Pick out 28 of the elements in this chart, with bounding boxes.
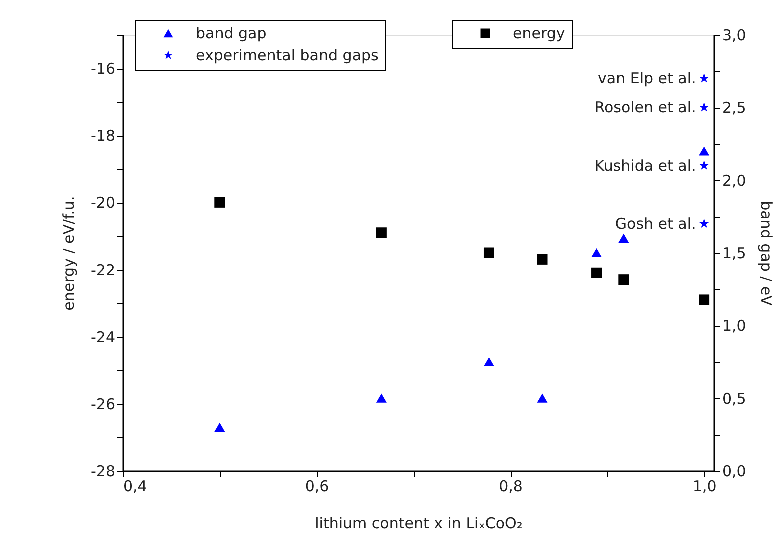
- y-tick-label: -28: [91, 462, 116, 480]
- y2-tick-label: 3,0: [722, 26, 746, 44]
- x-tick-label: 0,6: [305, 478, 330, 496]
- legend-label: energy: [513, 24, 566, 42]
- x-axis-title: lithium content x in LiₓCoO₂: [315, 514, 523, 532]
- y2-tick-label: 0,5: [722, 390, 746, 408]
- y2-tick-label: 1,5: [722, 244, 746, 262]
- y2-axis-title: band gap / eV: [757, 201, 776, 307]
- annotation: Rosolen et al.: [594, 98, 696, 117]
- y-tick-label: -22: [91, 261, 116, 280]
- y-tick-label: -16: [91, 60, 116, 78]
- x-tick-label: 0,8: [499, 478, 523, 496]
- y2-tick-label: 1,0: [722, 317, 746, 336]
- y2-tick-label: 0,0: [722, 462, 746, 480]
- y2-tick-label: 2,5: [722, 99, 746, 118]
- legend-label: band gap: [196, 24, 267, 42]
- annotation: Gosh et al.: [615, 214, 696, 233]
- y-tick-label: -20: [91, 194, 116, 212]
- x-tick-label: 1,0: [692, 478, 717, 496]
- y-axis-title: energy / eV/f.u.: [60, 196, 78, 311]
- x-tick-label: 0,4: [124, 478, 148, 496]
- annotation: van Elp et al.: [598, 70, 696, 88]
- legend-label: experimental band gaps: [196, 46, 380, 64]
- y-tick-label: -18: [91, 127, 116, 146]
- y2-tick-label: 2,0: [722, 172, 746, 190]
- annotation: Kushida et al.: [594, 156, 696, 175]
- y-tick-label: -26: [91, 395, 116, 414]
- y-tick-label: -24: [91, 328, 116, 346]
